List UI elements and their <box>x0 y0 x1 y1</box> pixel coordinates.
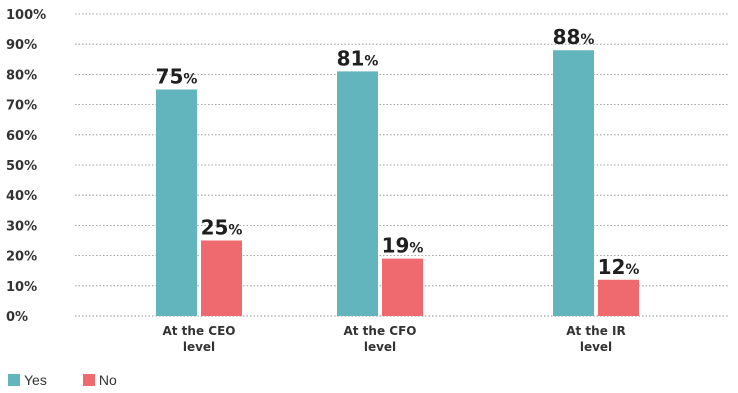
x-category-label: At the IR level <box>566 324 626 354</box>
y-tick-label: 90% <box>6 38 37 53</box>
bar-no <box>598 279 639 316</box>
data-label: 88% <box>553 25 595 49</box>
bar-yes <box>337 71 378 316</box>
value-labels: 75% 25% 81% 19% 88% 12% <box>156 25 640 279</box>
y-tick-label: 80% <box>6 68 37 83</box>
data-label: 19% <box>382 234 424 258</box>
bar-no <box>201 240 242 316</box>
x-category-label: At the CEO level <box>162 324 235 354</box>
y-axis-ticks: 0% 10% 20% 30% 40% 50% 60% 70% 80% 90% 100% <box>6 8 46 325</box>
legend: Yes No <box>8 372 117 388</box>
legend-swatch-no <box>82 374 95 386</box>
bars <box>156 50 639 317</box>
y-tick-label: 30% <box>6 219 37 234</box>
y-tick-label: 100% <box>6 8 46 23</box>
y-tick-label: 10% <box>6 280 37 295</box>
y-tick-label: 70% <box>6 99 37 114</box>
bar-chart: 0% 10% 20% 30% 40% 50% 60% 70% 80% 90% 100% 75% 25%… <box>6 8 728 354</box>
legend-label-yes: Yes <box>24 372 47 388</box>
legend-item-yes: Yes <box>8 372 47 388</box>
x-axis-categories: At the CEO level At the CFO level At the IR l… <box>162 324 625 354</box>
y-tick-label: 0% <box>6 310 28 325</box>
data-label: 81% <box>337 46 379 70</box>
legend-item-no: No <box>82 372 117 388</box>
data-label: 25% <box>201 216 243 240</box>
legend-swatch-yes <box>8 374 20 386</box>
bar-yes <box>553 50 594 317</box>
data-label: 12% <box>598 255 640 279</box>
y-tick-label: 20% <box>6 250 37 265</box>
y-tick-label: 40% <box>6 189 37 204</box>
x-category-label: At the CFO level <box>343 324 416 354</box>
data-label: 75% <box>156 65 198 89</box>
bar-yes <box>156 89 197 316</box>
bar-no <box>382 258 423 316</box>
legend-label-no: No <box>98 372 117 388</box>
y-tick-label: 60% <box>6 129 37 144</box>
y-tick-label: 50% <box>6 159 37 174</box>
